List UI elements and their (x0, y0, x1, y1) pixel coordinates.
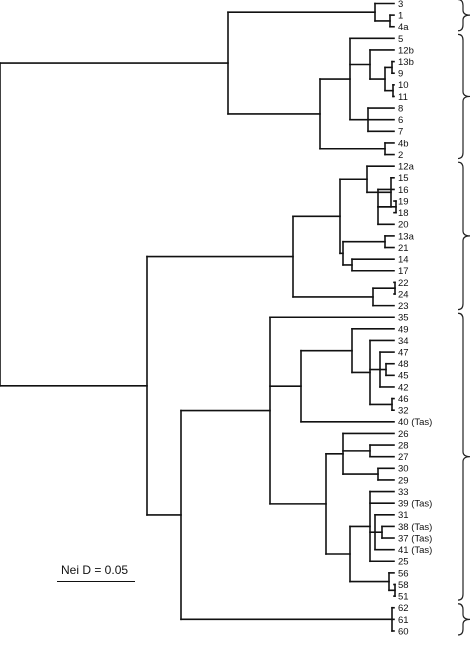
leaf-label: 12b (398, 45, 414, 56)
leaf-label: 51 (398, 592, 409, 603)
leaf-label: 26 (398, 429, 409, 440)
leaf-label: 3 (398, 0, 403, 10)
cluster-braces (457, 0, 471, 636)
leaf-label: 28 (398, 440, 409, 451)
leaf-label: 33 (398, 487, 409, 498)
leaf-label: 9 (398, 69, 403, 80)
leaf-label: 22 (398, 278, 409, 289)
leaf-label: 16 (398, 185, 409, 196)
leaf-label: 31 (398, 510, 409, 521)
leaf-label: 40 (Tas) (398, 417, 432, 428)
leaf-label: 37 (Tas) (398, 533, 432, 544)
leaf-label: 11 (398, 92, 408, 103)
leaf-label: 17 (398, 266, 409, 277)
cluster-brace (457, 161, 471, 311)
tree-branches (0, 2, 397, 632)
leaf-label: 56 (398, 568, 409, 579)
leaf-label: 58 (398, 580, 409, 591)
leaf-label: 4b (398, 138, 409, 149)
leaf-label: 47 (398, 348, 409, 359)
leaf-label: 19 (398, 196, 409, 207)
leaf-label: 14 (398, 255, 409, 266)
cluster-brace (457, 603, 471, 636)
leaf-label: 39 (Tas) (398, 499, 432, 510)
leaf-label: 49 (398, 324, 409, 335)
leaf-label: 46 (398, 394, 409, 405)
leaf-label: 1 (398, 11, 403, 22)
leaf-label: 23 (398, 301, 409, 312)
leaf-label: 20 (398, 220, 409, 231)
leaf-label: 41 (Tas) (398, 545, 432, 556)
leaf-label: 38 (Tas) (398, 522, 432, 533)
scale-bar (57, 581, 135, 582)
leaf-label: 29 (398, 475, 409, 486)
leaf-label: 7 (398, 127, 403, 138)
leaf-label: 45 (398, 371, 409, 382)
leaf-label: 25 (398, 557, 409, 568)
leaf-label: 18 (398, 208, 409, 219)
leaf-label: 12a (398, 162, 415, 173)
leaf-label: 10 (398, 80, 409, 91)
cluster-brace (457, 33, 471, 160)
leaf-label: 48 (398, 359, 409, 370)
cluster-brace (457, 312, 471, 601)
leaf-label: 61 (398, 615, 409, 626)
leaf-label: 4a (398, 22, 409, 33)
leaf-label: 62 (398, 603, 409, 614)
leaf-label: 8 (398, 103, 403, 114)
leaf-label: 32 (398, 406, 409, 417)
leaf-label: 30 (398, 464, 409, 475)
leaf-label: 13b (398, 57, 414, 68)
leaf-label: 2 (398, 150, 403, 161)
leaf-label: 6 (398, 115, 403, 126)
leaf-label: 42 (398, 382, 409, 393)
leaf-label: 5 (398, 34, 403, 45)
leaf-label: 15 (398, 173, 409, 184)
leaf-label: 27 (398, 452, 409, 463)
leaf-label: 60 (398, 626, 409, 637)
cluster-brace (457, 0, 471, 32)
scale-bar-label: Nei D = 0.05 (61, 563, 129, 577)
leaf-label: 21 (398, 243, 409, 254)
leaf-label: 34 (398, 336, 409, 347)
leaf-label: 13a (398, 231, 415, 242)
leaf-label: 24 (398, 289, 409, 300)
leaf-label: 35 (398, 313, 409, 324)
leaf-labels: 314a512b13b910118674b212a151619182013a21… (398, 0, 432, 637)
